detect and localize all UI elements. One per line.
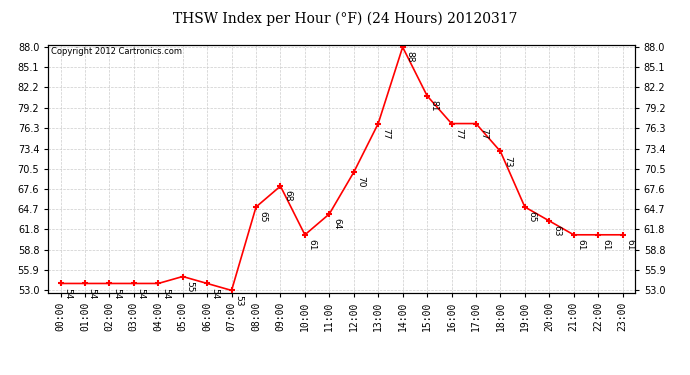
Text: 54: 54 [63,288,72,299]
Text: 54: 54 [88,288,97,299]
Text: 65: 65 [528,211,537,223]
Text: 53: 53 [235,295,244,306]
Text: 61: 61 [576,239,586,250]
Text: 77: 77 [479,128,488,139]
Text: 54: 54 [112,288,121,299]
Text: Copyright 2012 Cartronics.com: Copyright 2012 Cartronics.com [51,48,182,57]
Text: 61: 61 [601,239,610,250]
Text: 54: 54 [161,288,170,299]
Text: 77: 77 [454,128,463,139]
Text: 81: 81 [430,100,439,111]
Text: 65: 65 [259,211,268,223]
Text: 68: 68 [283,190,293,202]
Text: 77: 77 [381,128,390,139]
Text: THSW Index per Hour (°F) (24 Hours) 20120317: THSW Index per Hour (°F) (24 Hours) 2012… [172,11,518,26]
Text: 54: 54 [210,288,219,299]
Text: 55: 55 [186,280,195,292]
Text: 73: 73 [503,156,512,167]
Text: 88: 88 [406,51,415,63]
Text: 70: 70 [357,176,366,188]
Text: 61: 61 [308,239,317,250]
Text: 64: 64 [332,218,341,229]
Text: 54: 54 [137,288,146,299]
Text: 61: 61 [625,239,634,250]
Text: 63: 63 [552,225,561,237]
